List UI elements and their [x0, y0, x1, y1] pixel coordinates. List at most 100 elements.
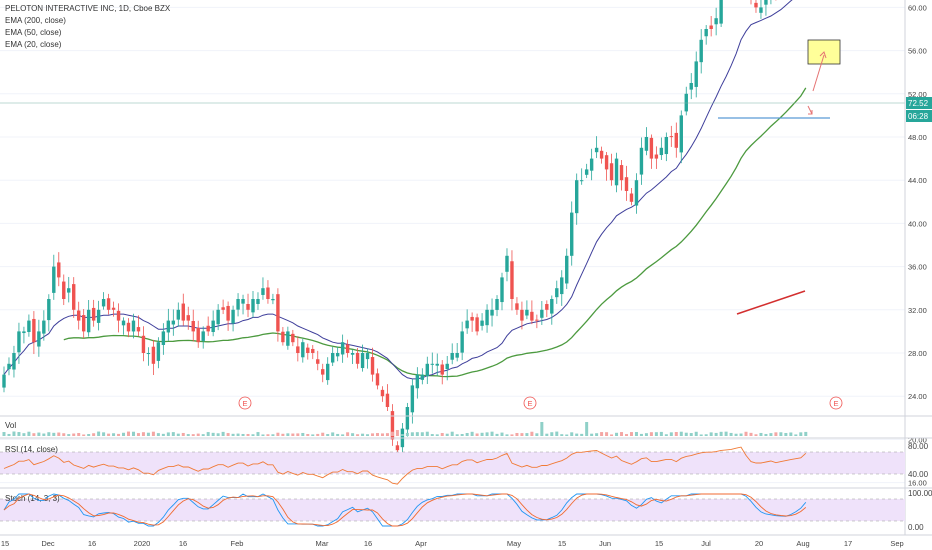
candle-body	[699, 39, 703, 63]
volume-bar	[565, 434, 569, 436]
candle-body	[704, 29, 708, 37]
candle-body	[126, 322, 131, 332]
volume-bar	[540, 422, 544, 436]
indicator-ema-200[interactable]: EMA (200, close)	[5, 16, 66, 25]
candle-body	[335, 353, 340, 357]
candle-body	[17, 331, 21, 353]
volume-bar	[186, 434, 190, 436]
volume-bar	[490, 431, 494, 436]
earnings-marker[interactable]: E	[523, 396, 537, 410]
candle-body	[81, 315, 86, 332]
candle-body	[261, 288, 265, 295]
candle-body	[669, 136, 674, 138]
volume-bar	[734, 433, 738, 436]
volume-bar	[286, 433, 290, 436]
volume-bar	[256, 432, 260, 436]
volume-bar	[600, 432, 604, 436]
candle-body	[530, 311, 534, 321]
candle-body	[206, 325, 210, 332]
volume-bar	[585, 422, 589, 436]
candle-body	[405, 407, 410, 430]
volume-bar	[779, 432, 783, 436]
indicator-ema-20[interactable]: EMA (20, close)	[5, 40, 62, 49]
earnings-marker[interactable]: E	[238, 396, 252, 410]
candle-body	[445, 363, 449, 370]
volume-bar	[654, 432, 658, 436]
indicator-ema-50[interactable]: EMA (50, close)	[5, 28, 62, 37]
earnings-marker-label: E	[242, 399, 247, 408]
price-tick-label: 16.00	[908, 479, 927, 488]
candle-body	[52, 266, 56, 293]
candle-body	[256, 299, 260, 304]
candle-body	[540, 309, 544, 318]
volume-bar	[400, 434, 404, 436]
candle-body	[579, 180, 584, 182]
candle-body	[221, 307, 225, 310]
candle-body	[689, 83, 693, 90]
target-arrow[interactable]	[812, 54, 825, 92]
volume-bar	[171, 432, 175, 436]
candle-body	[495, 299, 499, 310]
volume-bar	[127, 431, 130, 436]
volume-bar	[450, 431, 454, 436]
volume-bar	[644, 433, 648, 436]
volume-bar	[769, 433, 773, 436]
price-tick-label: 36.00	[908, 263, 927, 272]
volume-bar	[336, 433, 340, 436]
volume-bar	[465, 433, 469, 436]
candle-body	[116, 310, 121, 321]
candle-body	[480, 320, 484, 326]
volume-bar	[615, 432, 619, 436]
volume-bar	[211, 432, 215, 436]
volume-bar	[67, 434, 71, 436]
earnings-marker-label: E	[527, 399, 532, 408]
volume-bar	[699, 434, 703, 436]
candle-body	[510, 261, 514, 299]
volume-bar	[570, 432, 574, 436]
volume-bar	[590, 433, 594, 436]
volume-bar	[92, 433, 96, 436]
volume-bar	[684, 432, 688, 436]
candle-body	[32, 318, 36, 343]
volume-bar	[709, 432, 713, 436]
candle-body	[410, 385, 415, 413]
volume-bar	[2, 432, 6, 436]
time-label: 16	[179, 539, 187, 548]
candle-body	[550, 299, 554, 314]
price-tick-label: 40.00	[908, 219, 927, 228]
volume-bar	[196, 433, 200, 436]
volume-bar	[176, 433, 180, 436]
candle-body	[575, 180, 579, 214]
chart-title[interactable]: PELOTON INTERACTIVE INC, 1D, Cboe BZX	[5, 4, 171, 13]
candle-body	[614, 158, 619, 186]
volume-bar	[107, 433, 111, 436]
candle-body	[141, 335, 146, 353]
volume-bar	[525, 433, 529, 436]
volume-bar	[610, 434, 614, 436]
candle-body	[191, 320, 195, 332]
candle-body	[430, 363, 434, 365]
candle-body	[291, 333, 295, 343]
candle-body	[684, 93, 688, 112]
candle-body	[490, 309, 494, 316]
candle-body	[634, 180, 639, 206]
candle-body	[321, 369, 325, 375]
candle-body	[570, 212, 574, 256]
volume-bar	[425, 431, 429, 436]
price-tick-label: 24.00	[908, 392, 927, 401]
time-axis[interactable]: 15 Dec 16 2020 16 Feb Mar 16 Apr May 15 Jun 15 Jul 20 A…	[1, 539, 904, 548]
candle-body	[57, 262, 61, 278]
candle-body	[505, 255, 509, 272]
volume-bar	[236, 433, 240, 436]
candle-body	[330, 353, 335, 363]
rsi-line	[3, 446, 807, 485]
candle-body	[7, 363, 11, 370]
candle-body	[27, 320, 31, 333]
candle-body	[201, 331, 205, 341]
pullback-arrow[interactable]	[807, 105, 813, 115]
trendline[interactable]	[736, 290, 806, 315]
earnings-marker[interactable]: E	[829, 396, 843, 410]
volume-bar	[515, 433, 519, 436]
